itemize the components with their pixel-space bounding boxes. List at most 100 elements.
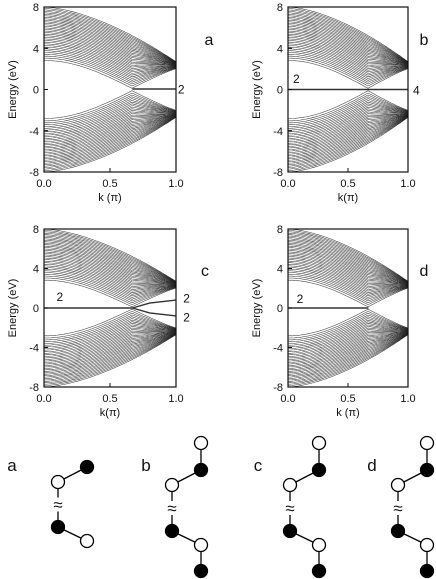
y-tick-label: -8 xyxy=(273,167,283,179)
y-tick-label: -4 xyxy=(273,126,283,138)
band-line xyxy=(287,332,409,376)
band-line xyxy=(44,321,177,349)
band-line xyxy=(43,21,177,64)
band-line xyxy=(288,101,409,131)
band-line xyxy=(287,332,409,375)
band-line xyxy=(287,331,409,366)
open-site xyxy=(311,537,327,553)
structure-letter: a xyxy=(7,456,17,475)
band-line xyxy=(287,23,409,65)
break-gap xyxy=(166,501,178,515)
open-site xyxy=(419,537,435,553)
band-line xyxy=(288,272,409,300)
band-line xyxy=(287,228,409,282)
band-line xyxy=(44,267,177,295)
band-line xyxy=(44,8,177,63)
band-line xyxy=(44,277,177,305)
band-line xyxy=(287,334,409,388)
band-line xyxy=(43,248,177,285)
filled-site xyxy=(282,523,298,539)
band-line xyxy=(43,334,177,388)
band-line xyxy=(288,12,409,63)
y-tick-label: 0 xyxy=(33,303,39,315)
band-line xyxy=(43,331,177,368)
band-line xyxy=(44,32,177,66)
band-line xyxy=(44,41,176,71)
band-line xyxy=(43,6,177,62)
band-line xyxy=(288,311,409,339)
band-line xyxy=(44,332,177,369)
band-line xyxy=(288,116,409,171)
band-line xyxy=(44,331,177,363)
y-tick-label: 4 xyxy=(33,43,39,55)
band-line xyxy=(43,113,177,146)
band-line xyxy=(288,323,409,351)
panel-letter: b xyxy=(420,32,429,49)
band-line xyxy=(287,114,409,156)
band-line xyxy=(287,333,409,381)
band-line xyxy=(287,52,409,81)
band-line xyxy=(44,324,177,352)
open-site xyxy=(311,435,327,451)
y-tick-label: 0 xyxy=(33,85,39,97)
band-line xyxy=(288,113,409,147)
band-line xyxy=(287,333,409,382)
band-line xyxy=(287,334,409,386)
structure-letter: d xyxy=(367,456,376,475)
band-line xyxy=(43,330,177,359)
band-line xyxy=(44,308,177,337)
band-line xyxy=(288,321,409,349)
band-line xyxy=(287,117,409,173)
band-line xyxy=(288,318,409,346)
band-line xyxy=(43,110,176,139)
band-line xyxy=(288,267,409,295)
band-line xyxy=(44,12,177,63)
band-line xyxy=(287,314,409,343)
band-line xyxy=(43,314,177,343)
band-line xyxy=(287,110,408,139)
chart-panel-b: 8 4 0 -4 -80.0 0.5 1.0 k(π) Energy (eV) b 2 4 xyxy=(251,2,429,204)
band-line xyxy=(288,242,409,284)
band-line xyxy=(288,41,408,71)
band-line xyxy=(288,332,409,374)
y-tick-label: 4 xyxy=(277,264,283,276)
band-line xyxy=(44,262,176,290)
filled-site xyxy=(311,563,327,579)
band-line xyxy=(43,115,177,162)
band-line xyxy=(288,8,409,63)
x-axis-label: k (π) xyxy=(98,192,121,204)
degeneracy-annotation: 2 xyxy=(297,292,304,306)
band-line xyxy=(44,333,177,378)
band-line xyxy=(43,94,177,124)
band-line xyxy=(287,113,409,142)
band-line xyxy=(287,30,409,66)
band-line xyxy=(43,113,177,142)
band-line xyxy=(44,311,177,339)
band-line xyxy=(288,253,409,285)
band-line xyxy=(287,21,409,64)
band-line xyxy=(288,259,409,287)
band-line xyxy=(287,115,409,164)
band-line xyxy=(288,329,409,357)
band-line xyxy=(43,230,177,282)
band-line xyxy=(44,251,177,285)
band-line xyxy=(44,326,176,354)
band-line xyxy=(288,331,409,365)
band-line xyxy=(288,279,409,308)
band-line xyxy=(288,251,409,285)
band-line xyxy=(288,247,409,284)
band-line xyxy=(44,29,177,65)
band-line xyxy=(287,38,409,68)
band-line xyxy=(288,92,409,122)
y-tick-label: 4 xyxy=(277,43,283,55)
band-line xyxy=(287,113,409,149)
x-tick-label: 1.0 xyxy=(168,178,183,190)
band-line xyxy=(287,116,409,170)
x-tick-label: 1.0 xyxy=(168,393,183,405)
band-line xyxy=(287,6,409,62)
band-line xyxy=(43,333,177,384)
band-lines xyxy=(43,6,177,173)
degeneracy-annotation: 2 xyxy=(183,292,190,306)
band-line xyxy=(44,323,177,351)
band-line xyxy=(288,316,409,344)
